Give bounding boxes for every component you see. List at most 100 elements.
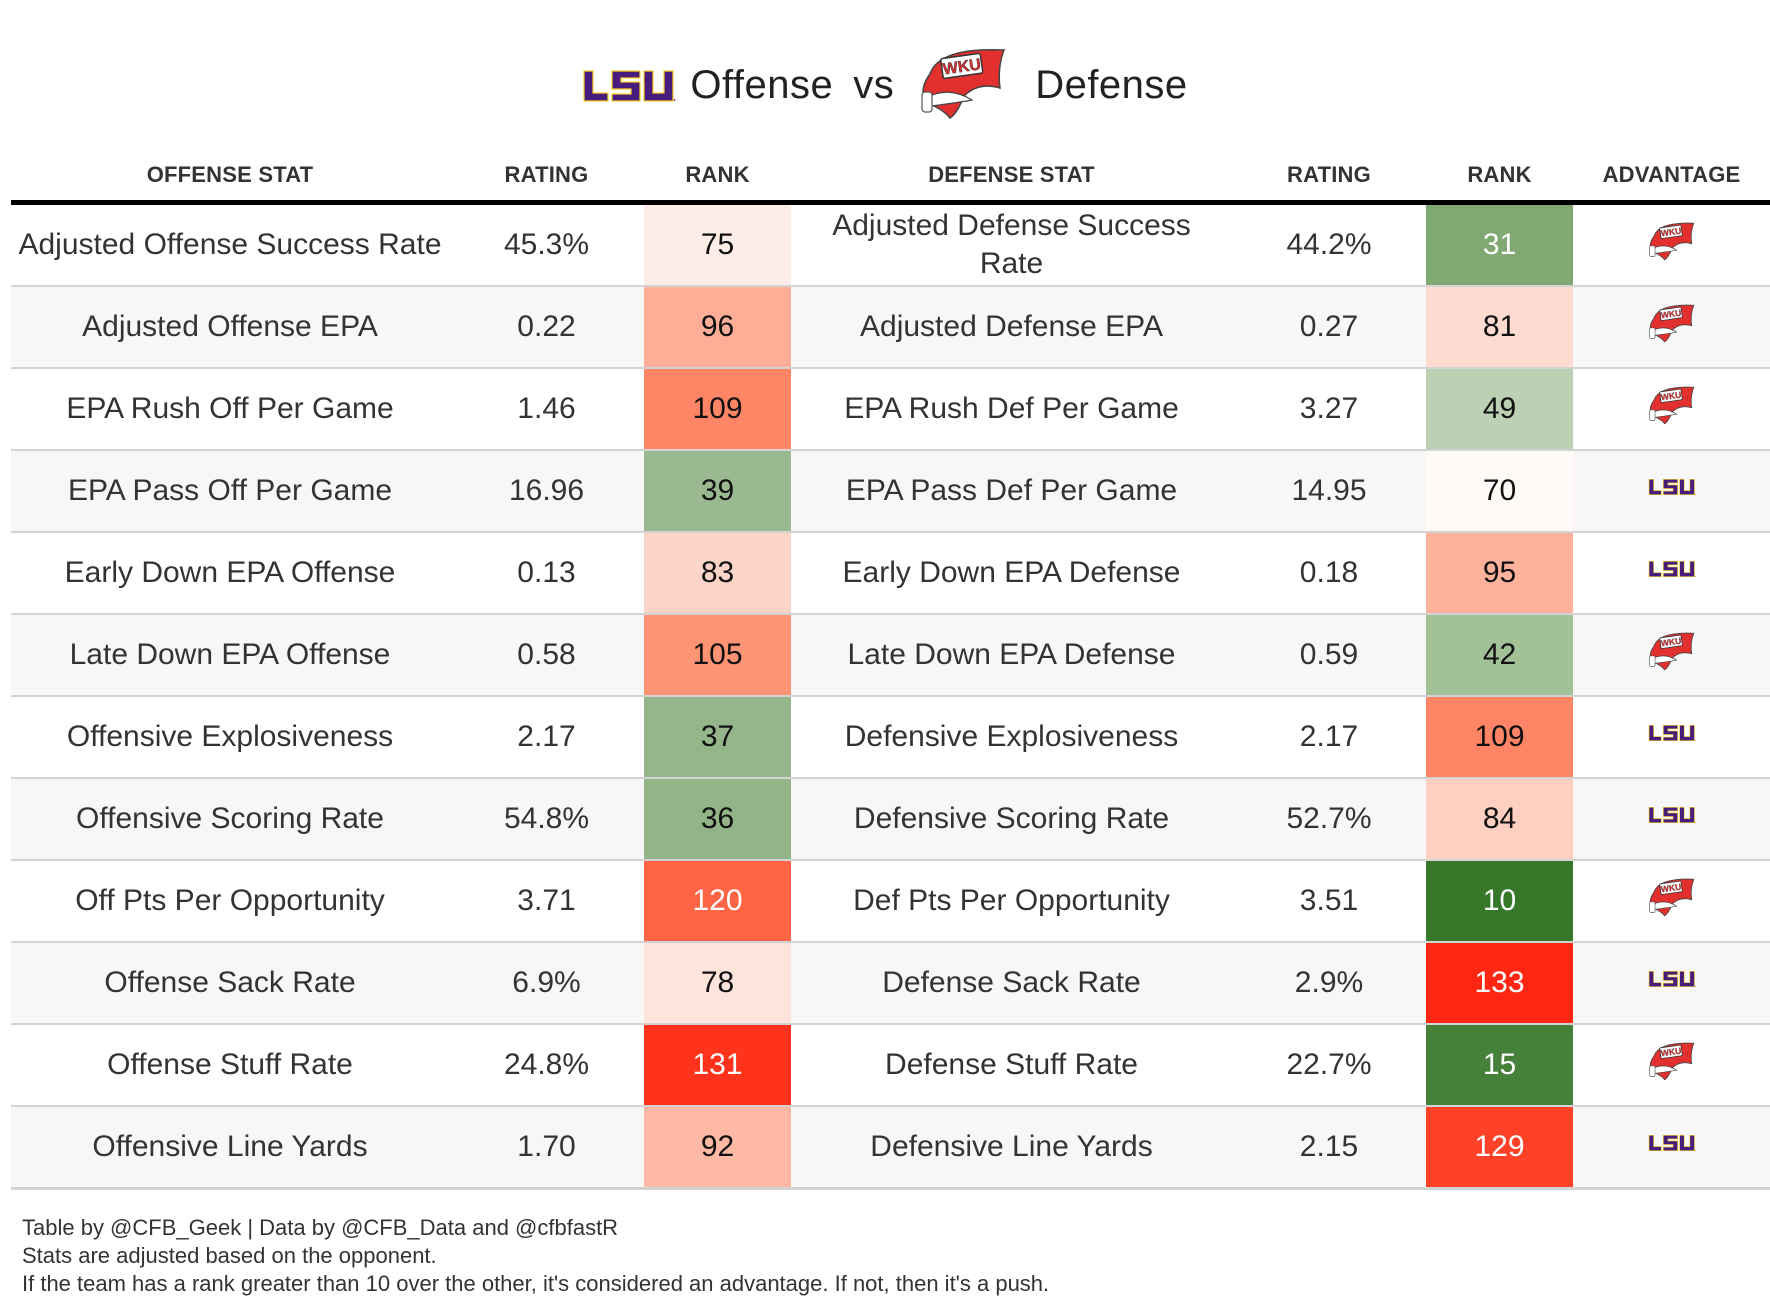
svg-text:WKU: WKU xyxy=(942,56,982,78)
defense-rating-cell: 2.17 xyxy=(1232,696,1426,779)
offense-rank-cell: 105 xyxy=(644,614,791,697)
svg-text:WKU: WKU xyxy=(1660,1046,1682,1059)
col-header-defense-rating: RATING xyxy=(1232,150,1426,205)
defense-stat-cell: Defensive Line Yards xyxy=(791,1106,1232,1190)
wku-logo-icon: WKU xyxy=(1648,1042,1694,1081)
offense-stat-cell: Offensive Line Yards xyxy=(11,1106,449,1190)
offense-rating-cell: 45.3% xyxy=(449,202,644,287)
footer-credits: Table by @CFB_Geek | Data by @CFB_Data a… xyxy=(22,1215,619,1240)
defense-stat-cell: Defensive Explosiveness xyxy=(791,696,1232,779)
defense-stat-cell: EPA Pass Def Per Game xyxy=(791,450,1232,533)
offense-stat-cell: Offensive Scoring Rate xyxy=(11,778,449,861)
advantage-cell: WKU xyxy=(1573,614,1770,697)
defense-stat-cell: Adjusted Defense Success Rate xyxy=(791,202,1232,287)
table-header-row: OFFENSE STAT RATING RANK DEFENSE STAT RA… xyxy=(11,150,1770,205)
advantage-cell: WKU xyxy=(1573,860,1770,943)
wku-logo-icon: WKU xyxy=(1648,386,1694,425)
defense-rank-cell: 95 xyxy=(1426,532,1573,615)
wku-logo-icon: WKU xyxy=(1648,222,1694,261)
table-row: Late Down EPA Offense 0.58 105 Late Down EP… xyxy=(11,614,1770,697)
table-row: Early Down EPA Offense 0.13 83 Early Down E… xyxy=(11,532,1770,615)
advantage-cell xyxy=(1573,532,1770,615)
defense-rating-cell: 52.7% xyxy=(1232,778,1426,861)
defense-rank-cell: 81 xyxy=(1426,286,1573,369)
advantage-cell: WKU xyxy=(1573,286,1770,369)
advantage-cell: WKU xyxy=(1573,1024,1770,1107)
defense-rating-cell: 0.18 xyxy=(1232,532,1426,615)
wku-logo-icon: WKU xyxy=(1648,878,1694,917)
offense-rank-cell: 109 xyxy=(644,368,791,451)
lsu-logo-icon xyxy=(1648,479,1696,495)
defense-stat-cell: EPA Rush Def Per Game xyxy=(791,368,1232,451)
offense-rating-cell: 1.70 xyxy=(449,1106,644,1190)
offense-stat-cell: EPA Pass Off Per Game xyxy=(11,450,449,533)
defense-rating-cell: 2.9% xyxy=(1232,942,1426,1025)
offense-rating-cell: 24.8% xyxy=(449,1024,644,1107)
footer-advantage-note: If the team has a rank greater than 10 o… xyxy=(22,1271,1050,1296)
defense-rank-cell: 70 xyxy=(1426,450,1573,533)
svg-text:WKU: WKU xyxy=(1660,882,1682,895)
defense-rating-cell: 2.15 xyxy=(1232,1106,1426,1190)
col-header-defense-stat: DEFENSE STAT xyxy=(791,150,1232,205)
table-row: EPA Rush Off Per Game 1.46 109 EPA Rush Def… xyxy=(11,368,1770,451)
table-row: Offensive Scoring Rate 54.8% 36 Defensive S… xyxy=(11,778,1770,861)
offense-rating-cell: 54.8% xyxy=(449,778,644,861)
defense-rating-cell: 0.59 xyxy=(1232,614,1426,697)
wku-logo-icon: WKU xyxy=(1648,632,1694,671)
col-header-advantage: ADVANTAGE xyxy=(1573,150,1770,205)
defense-rank-cell: 42 xyxy=(1426,614,1573,697)
defense-team-logo: WKU xyxy=(894,44,1035,127)
table-row: Offensive Explosiveness 2.17 37 Defensive E… xyxy=(11,696,1770,779)
svg-text:WKU: WKU xyxy=(1660,636,1682,649)
defense-stat-cell: Adjusted Defense EPA xyxy=(791,286,1232,369)
svg-text:WKU: WKU xyxy=(1660,226,1682,239)
table-row: Offense Sack Rate 6.9% 78 Defense Sack Rate… xyxy=(11,942,1770,1025)
defense-stat-cell: Defensive Scoring Rate xyxy=(791,778,1232,861)
offense-stat-cell: Late Down EPA Offense xyxy=(11,614,449,697)
offense-rank-cell: 96 xyxy=(644,286,791,369)
offense-rating-cell: 1.46 xyxy=(449,368,644,451)
lsu-logo-icon xyxy=(1648,725,1696,741)
advantage-cell xyxy=(1573,696,1770,779)
offense-rank-cell: 92 xyxy=(644,1106,791,1190)
col-header-defense-rank: RANK xyxy=(1426,150,1573,205)
matchup-title: Offense vs WKU Defense xyxy=(0,40,1770,130)
defense-rating-cell: 22.7% xyxy=(1232,1024,1426,1107)
table-row: Adjusted Offense Success Rate 45.3% 75 Adju… xyxy=(11,202,1770,287)
lsu-logo-icon xyxy=(1648,971,1696,987)
defense-rating-cell: 14.95 xyxy=(1232,450,1426,533)
offense-rank-cell: 36 xyxy=(644,778,791,861)
svg-text:WKU: WKU xyxy=(1660,390,1682,403)
offense-rank-cell: 131 xyxy=(644,1024,791,1107)
defense-rank-cell: 15 xyxy=(1426,1024,1573,1107)
offense-stat-cell: Offense Stuff Rate xyxy=(11,1024,449,1107)
advantage-cell xyxy=(1573,1106,1770,1190)
table-row: Offense Stuff Rate 24.8% 131 Defense Stuff … xyxy=(11,1024,1770,1107)
vs-label: vs xyxy=(853,62,895,107)
defense-stat-cell: Early Down EPA Defense xyxy=(791,532,1232,615)
offense-stat-cell: Adjusted Offense Success Rate xyxy=(11,202,449,287)
defense-rating-cell: 44.2% xyxy=(1232,202,1426,287)
offense-stat-cell: Early Down EPA Offense xyxy=(11,532,449,615)
table-row: EPA Pass Off Per Game 16.96 39 EPA Pass Def… xyxy=(11,450,1770,533)
wku-logo-icon: WKU xyxy=(921,48,1006,119)
defense-rating-cell: 3.51 xyxy=(1232,860,1426,943)
lsu-logo-icon xyxy=(1648,1135,1696,1151)
advantage-cell xyxy=(1573,450,1770,533)
lsu-logo-icon xyxy=(1648,807,1696,823)
svg-text:WKU: WKU xyxy=(1660,308,1682,321)
defense-rank-cell: 10 xyxy=(1426,860,1573,943)
advantage-cell xyxy=(1573,778,1770,861)
offense-rank-cell: 37 xyxy=(644,696,791,779)
defense-stat-cell: Defense Sack Rate xyxy=(791,942,1232,1025)
defense-stat-cell: Late Down EPA Defense xyxy=(791,614,1232,697)
table-row: Off Pts Per Opportunity 3.71 120 Def Pts Pe… xyxy=(11,860,1770,943)
offense-rank-cell: 120 xyxy=(644,860,791,943)
advantage-cell xyxy=(1573,942,1770,1025)
offense-rank-cell: 39 xyxy=(644,450,791,533)
defense-rating-cell: 3.27 xyxy=(1232,368,1426,451)
offense-rating-cell: 0.58 xyxy=(449,614,644,697)
defense-rank-cell: 84 xyxy=(1426,778,1573,861)
offense-rank-cell: 75 xyxy=(644,202,791,287)
offense-rating-cell: 0.22 xyxy=(449,286,644,369)
